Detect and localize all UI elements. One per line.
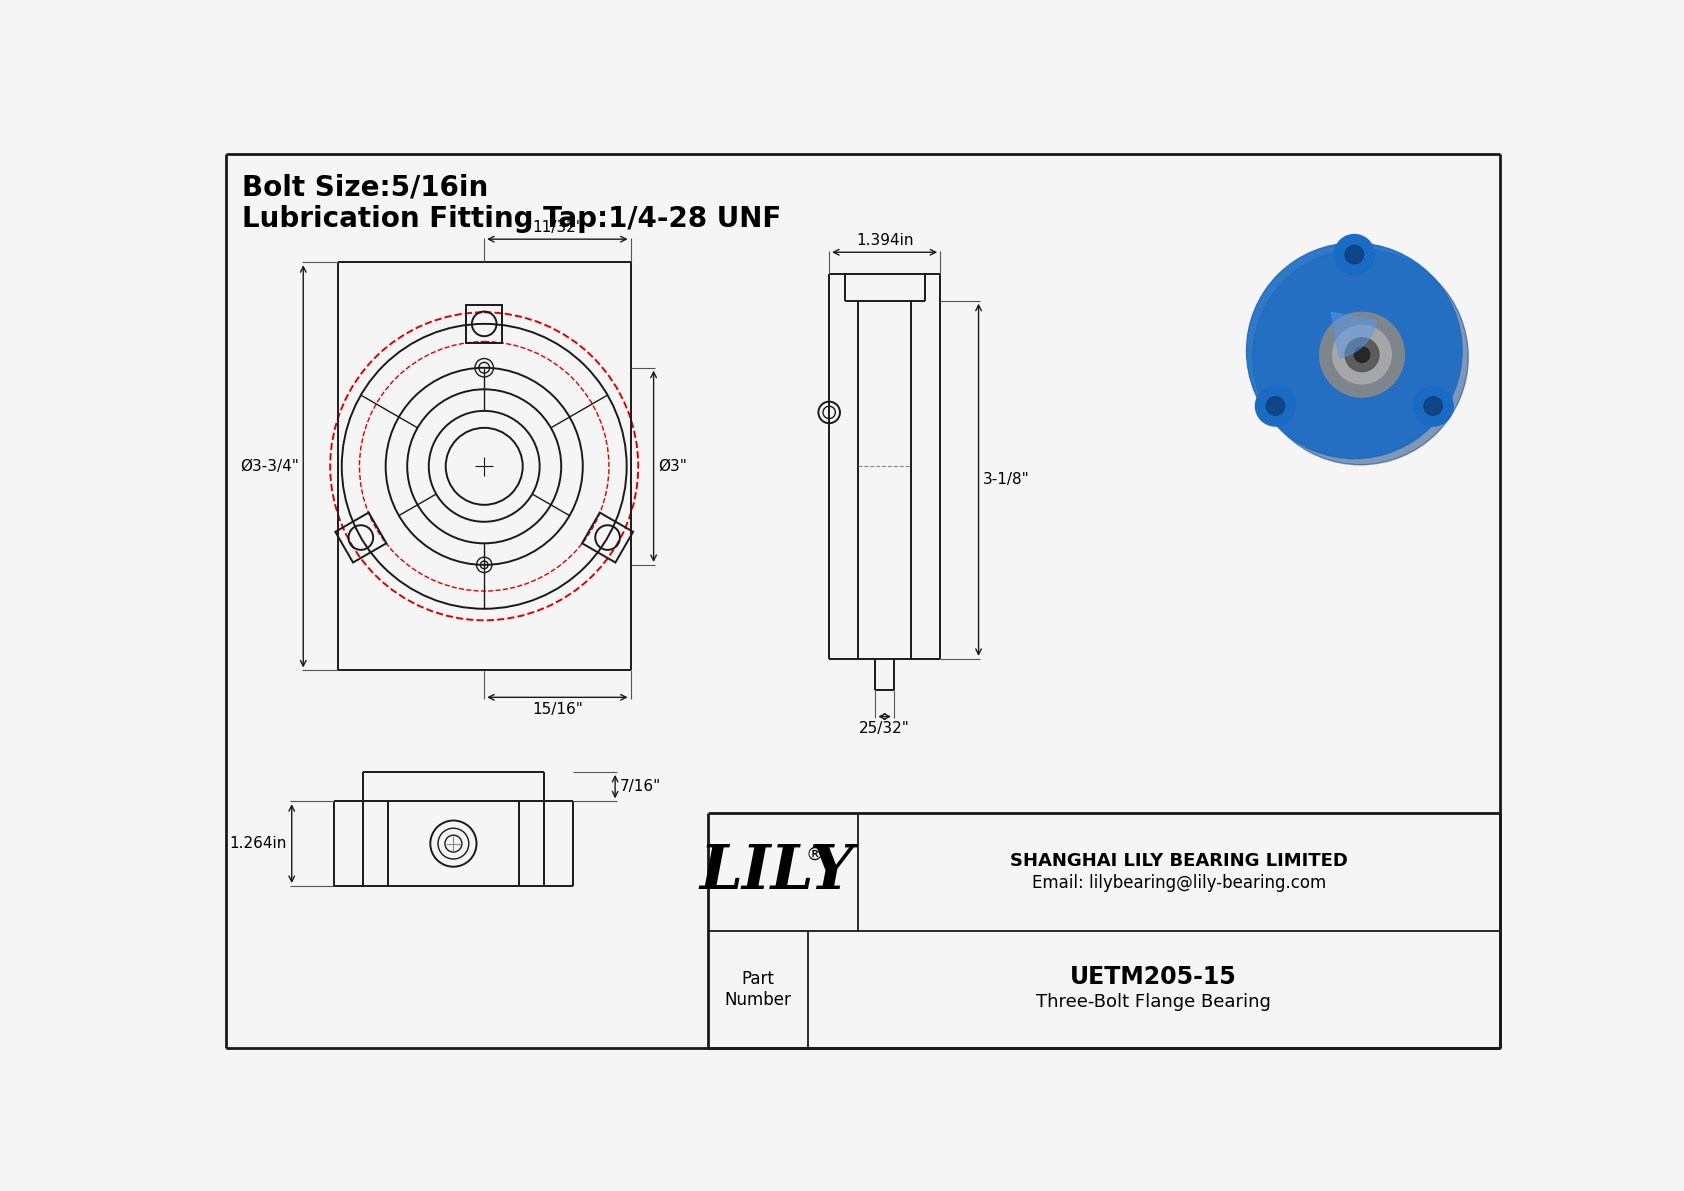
Text: 1.394in: 1.394in <box>855 232 913 248</box>
Circle shape <box>1425 397 1443 416</box>
Text: Email: lilybearing@lily-bearing.com: Email: lilybearing@lily-bearing.com <box>1032 873 1325 892</box>
Text: ®: ® <box>807 846 823 863</box>
Text: Bolt Size:5/16in: Bolt Size:5/16in <box>242 174 488 201</box>
Text: LILY: LILY <box>699 842 854 902</box>
Circle shape <box>1246 243 1462 459</box>
Text: 25/32": 25/32" <box>859 722 909 736</box>
Text: 11/32": 11/32" <box>532 219 583 235</box>
Wedge shape <box>1332 312 1378 357</box>
Text: 3-1/8": 3-1/8" <box>983 473 1031 487</box>
Circle shape <box>1332 325 1391 384</box>
Circle shape <box>1256 386 1295 426</box>
Circle shape <box>1320 312 1404 397</box>
Text: Lubrication Fitting Tap:1/4-28 UNF: Lubrication Fitting Tap:1/4-28 UNF <box>242 205 781 232</box>
Circle shape <box>1346 338 1379 372</box>
Circle shape <box>1354 347 1369 362</box>
Text: 7/16": 7/16" <box>620 779 662 794</box>
Text: Ø3-3/4": Ø3-3/4" <box>239 459 298 474</box>
Circle shape <box>1346 245 1364 264</box>
Circle shape <box>1413 386 1453 426</box>
Text: Three-Bolt Flange Bearing: Three-Bolt Flange Bearing <box>1036 993 1271 1011</box>
Circle shape <box>1266 397 1285 416</box>
Text: Ø3": Ø3" <box>658 459 687 474</box>
Text: 1.264in: 1.264in <box>229 836 286 852</box>
Circle shape <box>1334 235 1374 275</box>
Text: SHANGHAI LILY BEARING LIMITED: SHANGHAI LILY BEARING LIMITED <box>1010 852 1347 869</box>
Text: Part
Number: Part Number <box>724 971 791 1009</box>
Circle shape <box>1253 249 1468 464</box>
Text: UETM205-15: UETM205-15 <box>1071 965 1238 990</box>
Text: 15/16": 15/16" <box>532 701 583 717</box>
